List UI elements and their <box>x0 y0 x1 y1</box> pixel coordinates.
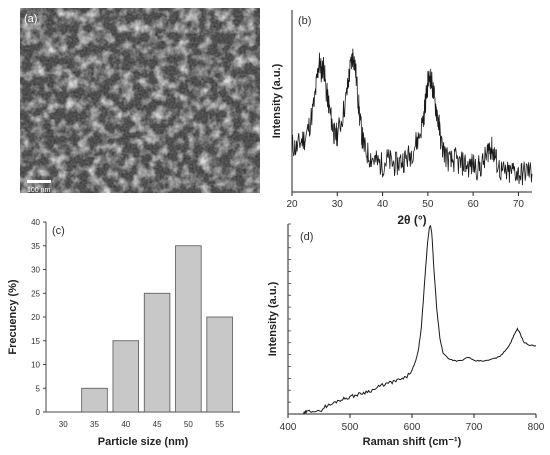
x-tick-label: 30 <box>332 199 344 210</box>
bar <box>143 292 171 413</box>
x-tick-label: 60 <box>468 199 480 210</box>
x-tick-label: 40 <box>377 199 389 210</box>
bar <box>81 387 108 413</box>
x-tick-label: 50 <box>422 199 434 210</box>
histogram-chart: 0 5 10 15 20 25 30 35 40 30 35 40 45 50 55 Particle siz… <box>7 218 240 448</box>
y-tick-label: 10 <box>31 361 40 370</box>
scale-bar <box>27 180 51 183</box>
x-tick-label: 70 <box>513 199 525 210</box>
sem-texture <box>20 8 260 193</box>
raman-series-line <box>303 224 537 415</box>
x-tick-label: 600 <box>404 422 421 433</box>
xrd-series-line <box>291 48 533 186</box>
x-tick-label: 20 <box>286 199 298 210</box>
x-tick-label: 40 <box>121 420 130 429</box>
y-tick-label: 20 <box>31 313 40 322</box>
x-tick-label: 45 <box>153 420 162 429</box>
raman-chart: 400 500 600 700 800 Raman shift (cm⁻¹) Intensi… <box>267 223 545 448</box>
scale-bar-label: 100 nm <box>27 187 51 194</box>
y-tick-label: 0 <box>36 408 41 417</box>
y-tick-label: 30 <box>31 266 40 275</box>
x-axis-label: 2θ (°) <box>397 213 426 227</box>
panel-label-a: (a) <box>24 13 37 25</box>
panel-label-d: (d) <box>300 231 313 243</box>
y-axis-label: Intensity (a.u.) <box>271 63 283 138</box>
x-tick-label: 800 <box>528 422 545 433</box>
bar <box>175 245 202 413</box>
y-tick-label: 15 <box>31 337 40 346</box>
y-tick-label: 35 <box>31 242 40 251</box>
x-tick-label: 700 <box>466 422 483 433</box>
x-tick-label: 50 <box>184 420 193 429</box>
x-tick-label: 400 <box>280 422 297 433</box>
x-axis-label: Particle size (nm) <box>98 436 189 448</box>
y-tick-label: 25 <box>31 289 40 298</box>
xrd-chart: 20 30 40 50 60 70 2θ (°) Intensity (a.u.) (b) <box>271 10 533 227</box>
y-axis-label: Intensity (a.u.) <box>267 281 279 356</box>
panel-label-c: (c) <box>52 225 65 237</box>
x-tick-label: 500 <box>342 422 359 433</box>
y-tick-label: 40 <box>31 218 40 227</box>
x-axis-label: Raman shift (cm⁻¹) <box>363 436 462 448</box>
panel-label-b: (b) <box>298 15 311 27</box>
y-tick-label: 5 <box>36 384 41 393</box>
bar <box>206 316 233 413</box>
sem-panel: (a) 100 nm <box>20 8 260 194</box>
bar <box>112 340 140 413</box>
y-axis-label: Frecuency (%) <box>7 279 19 355</box>
x-tick-label: 35 <box>90 420 99 429</box>
x-tick-label: 55 <box>215 420 224 429</box>
x-tick-label: 30 <box>59 420 68 429</box>
